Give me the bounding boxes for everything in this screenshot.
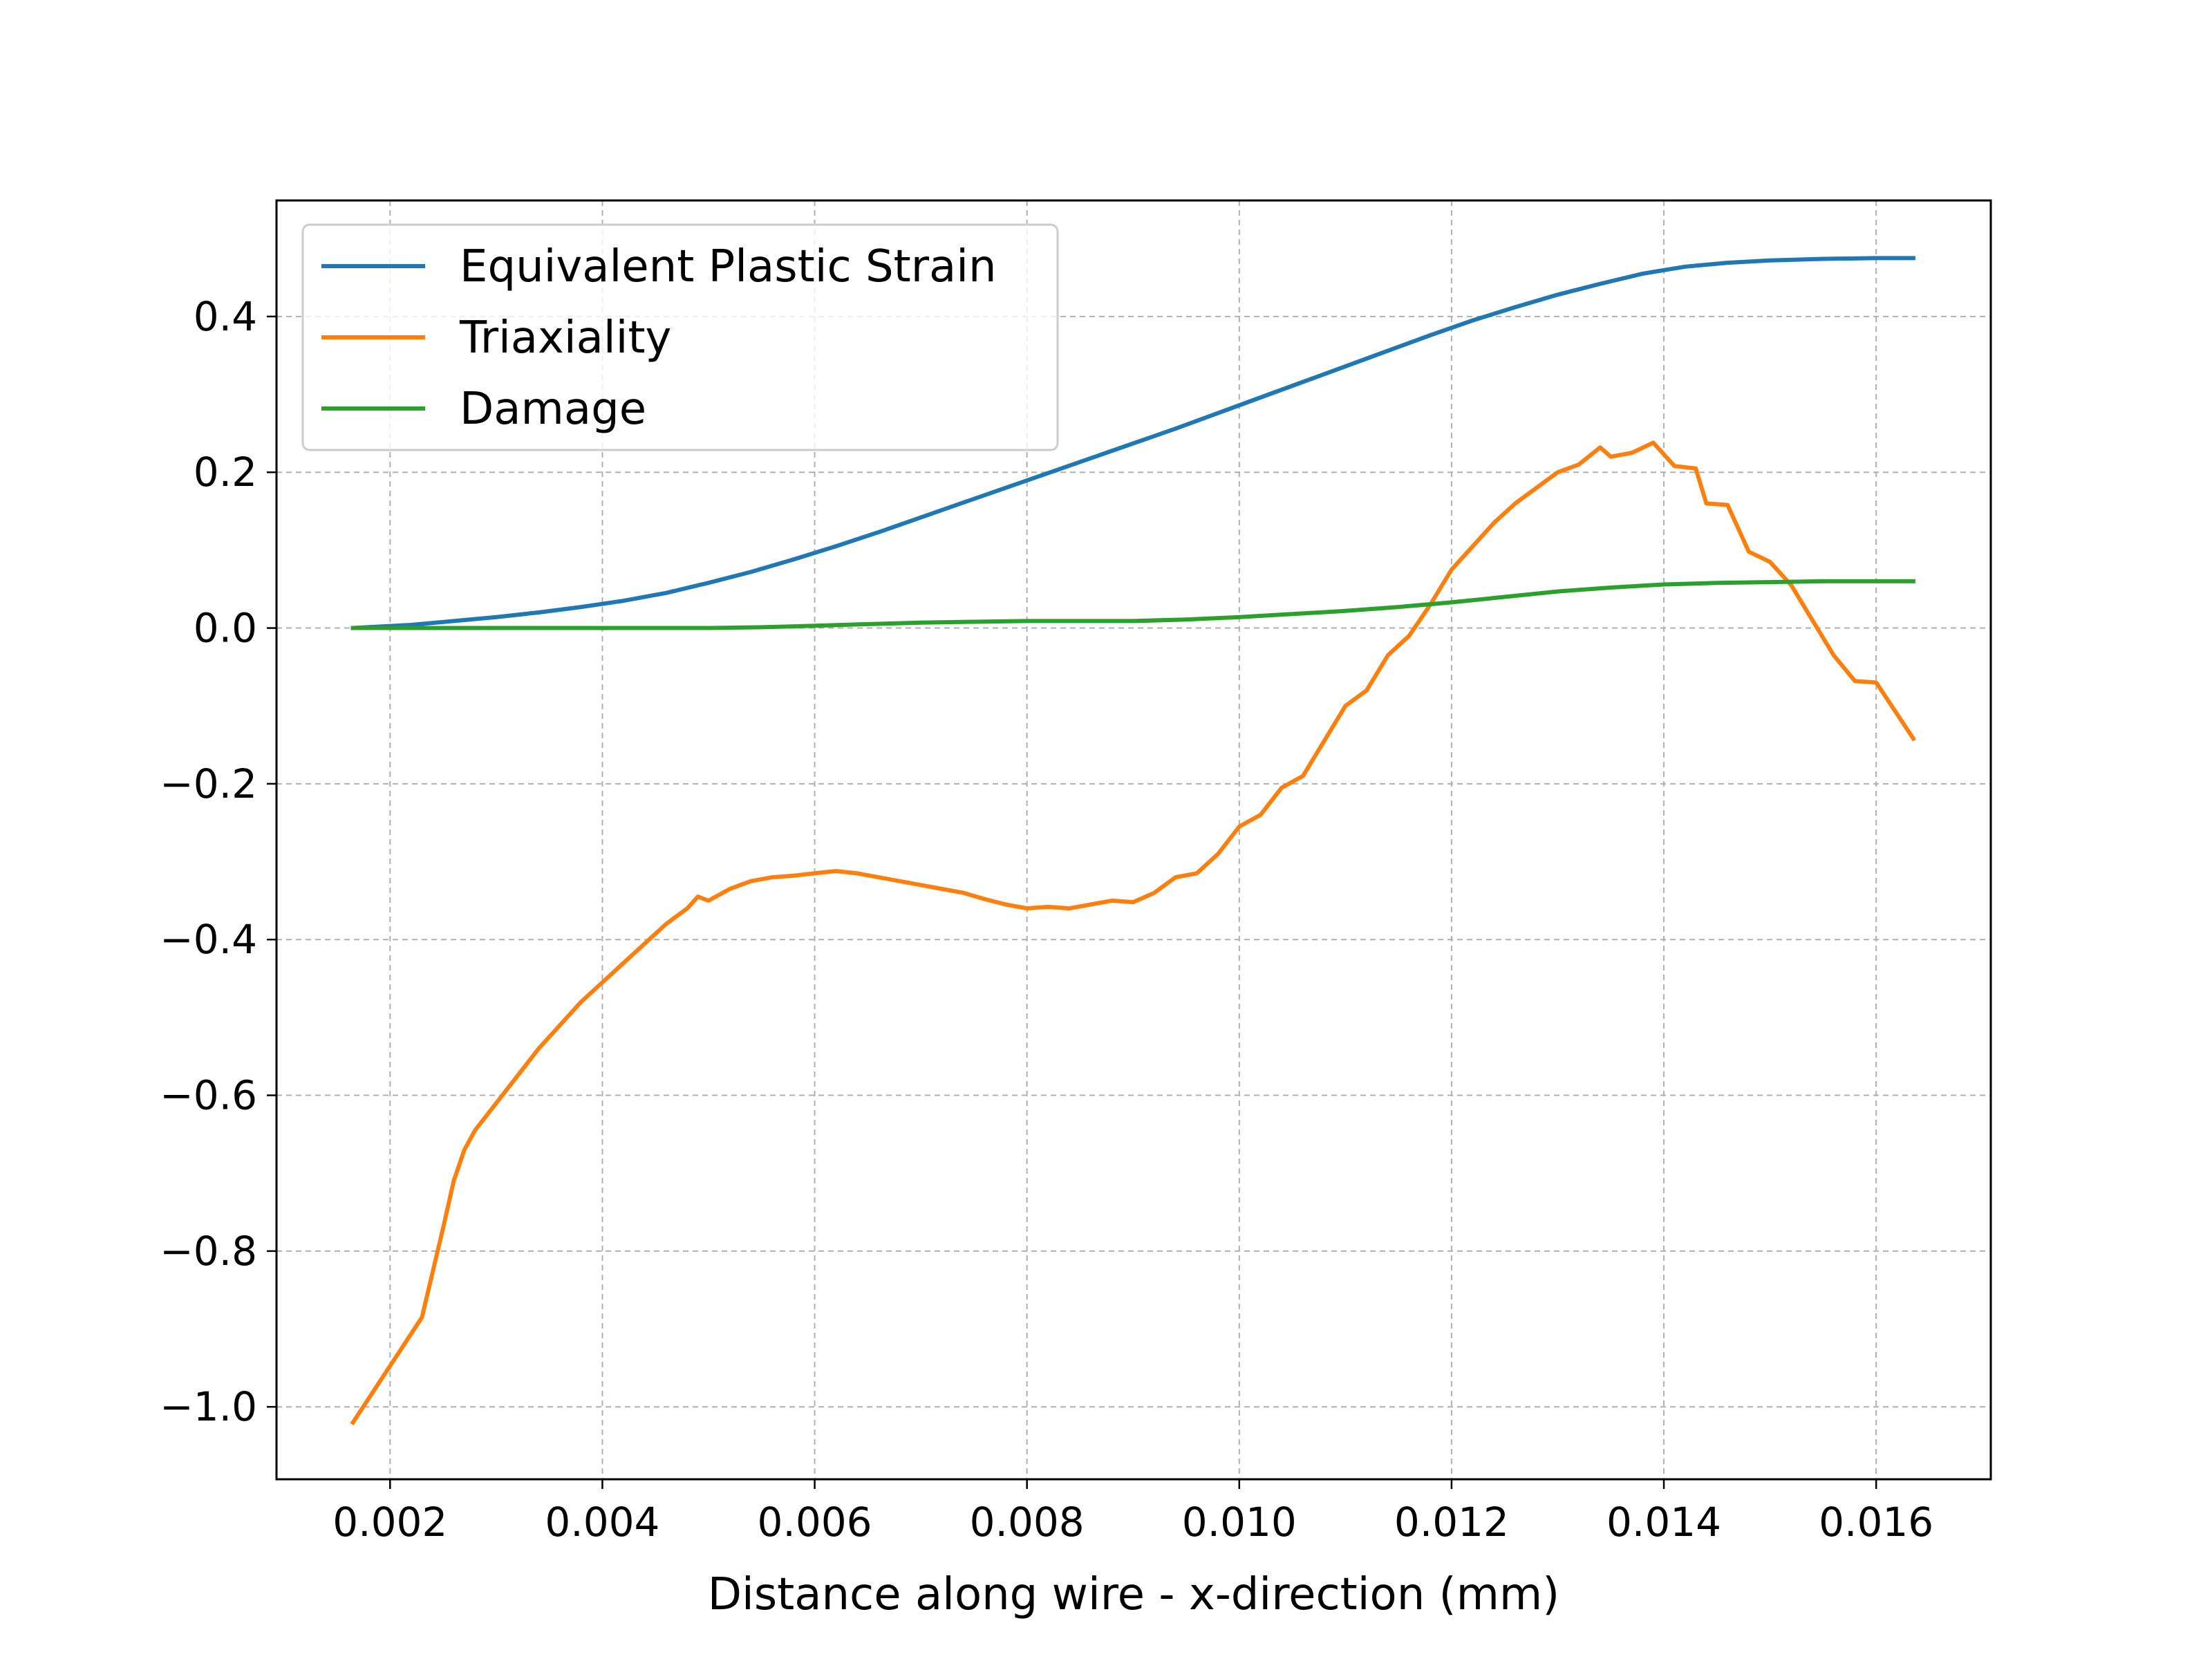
- y-tick-label: −0.8: [160, 1228, 257, 1275]
- legend-box: [301, 223, 1059, 451]
- axis-ticks: 0.002 0.004 0.006 0.008 0.010 0.012 0.014 0.016…: [160, 293, 1933, 1546]
- x-tick-label: 0.016: [1819, 1499, 1933, 1546]
- x-tick-label: 0.004: [545, 1499, 659, 1546]
- y-tick-label: 0.4: [194, 293, 257, 340]
- series-line-equivalent-plastic-strain: [350, 256, 1915, 630]
- series-line-triaxiality: [350, 440, 1917, 1425]
- x-tick-label: 0.008: [970, 1499, 1085, 1546]
- x-tick-label: 0.012: [1394, 1499, 1509, 1546]
- legend-label-equivalent-plastic-strain: Equivalent Plastic Strain: [460, 241, 997, 292]
- y-tick-label: −1.0: [160, 1383, 257, 1430]
- y-tick-label: 0.2: [194, 449, 257, 496]
- y-tick-label: −0.6: [160, 1072, 257, 1119]
- y-tick-label: −0.2: [160, 760, 257, 807]
- series-line-damage: [350, 579, 1915, 630]
- x-tick-label: 0.014: [1606, 1499, 1721, 1546]
- legend-label-damage: Damage: [460, 384, 646, 435]
- x-axis-label: Distance along wire - x-direction (mm): [708, 1569, 1559, 1620]
- legend: Equivalent Plastic Strain Triaxiality Dama…: [301, 223, 1059, 451]
- x-tick-label: 0.002: [332, 1499, 447, 1546]
- y-tick-label: 0.0: [194, 605, 257, 652]
- x-tick-label: 0.010: [1182, 1499, 1297, 1546]
- legend-label-triaxiality: Triaxiality: [459, 312, 671, 364]
- y-tick-label: −0.4: [160, 916, 257, 963]
- x-tick-label: 0.006: [758, 1499, 872, 1546]
- series-lines: [350, 256, 1917, 1425]
- plot-frame: [275, 199, 1992, 1481]
